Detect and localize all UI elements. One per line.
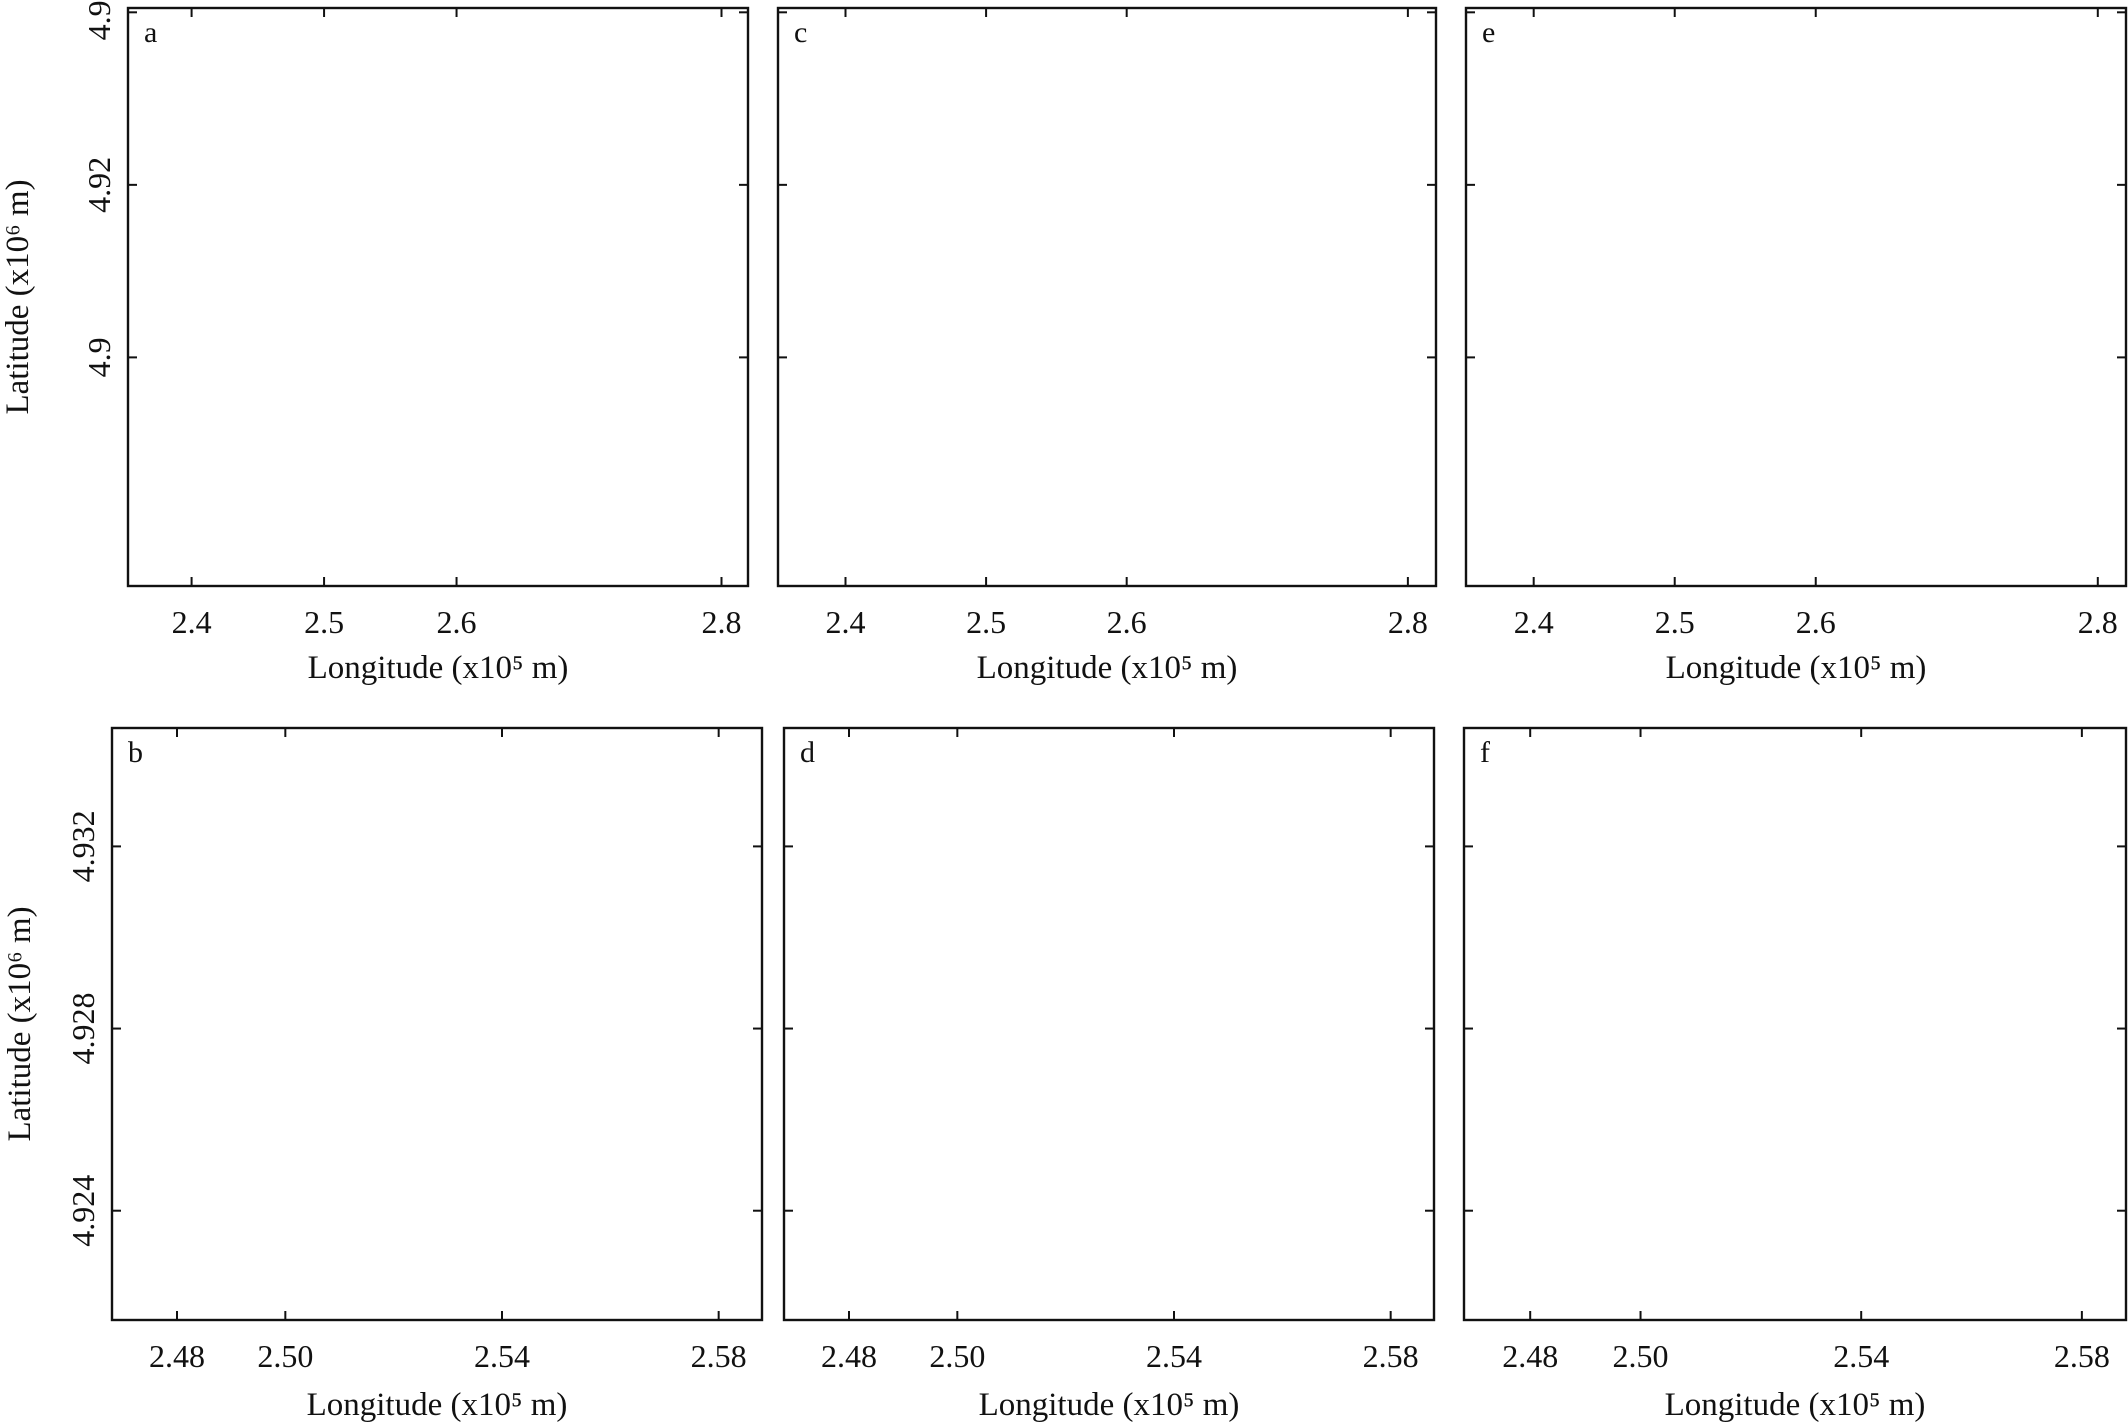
x-tick-label: 2.54: [1833, 1338, 1889, 1374]
x-tick-label: 2.8: [702, 604, 742, 640]
panel-c: Elevation (m)46010902.42.52.62.8Longitud…: [776, 6, 1438, 686]
y-tick-label: 4.94: [81, 0, 117, 40]
x-tick-label: 2.4: [172, 604, 212, 640]
x-tick-label: 2.8: [1388, 604, 1428, 640]
x-tick-label: 2.50: [1613, 1338, 1669, 1374]
x-tick-label: 2.6: [1107, 604, 1147, 640]
x-axis-label: Longitude (x10⁵ m): [1666, 650, 1927, 686]
x-tick-label: 2.58: [691, 1338, 747, 1374]
x-tick-label: 2.50: [257, 1338, 313, 1374]
y-tick-label: 4.92: [81, 157, 117, 213]
panel-letter: e: [1482, 16, 1495, 49]
x-tick-label: 2.8: [2078, 604, 2118, 640]
axes-frame: [1464, 6, 2128, 588]
x-axis-label: Longitude (x10⁵ m): [979, 1387, 1240, 1423]
x-tick-label: 2.5: [1655, 604, 1695, 640]
axes-frame: [126, 6, 750, 588]
axes-frame: [110, 726, 764, 1322]
panel-f: Thickness (m)0352.482.502.542.58Longitud…: [1462, 726, 2128, 1423]
panel-a: Elevation (m)46010902.42.52.62.84.94.924…: [0, 0, 750, 686]
y-tick-label: 4.924: [65, 1175, 101, 1247]
panel-letter: d: [800, 736, 815, 769]
x-tick-label: 2.5: [304, 604, 344, 640]
axes-frame: [782, 726, 1436, 1322]
x-tick-label: 2.5: [966, 604, 1006, 640]
x-tick-label: 2.6: [437, 604, 477, 640]
panel-letter: c: [794, 16, 807, 49]
x-tick-label: 2.54: [474, 1338, 530, 1374]
x-tick-label: 2.6: [1796, 604, 1836, 640]
x-tick-label: 2.50: [929, 1338, 985, 1374]
x-axis-label: Longitude (x10⁵ m): [1665, 1387, 1926, 1423]
x-tick-label: 2.4: [825, 604, 865, 640]
y-tick-label: 4.9: [81, 337, 117, 377]
x-axis-label: Longitude (x10⁵ m): [977, 650, 1238, 686]
x-axis-label: Longitude (x10⁵ m): [308, 650, 569, 686]
panel-b: Elevation (m)4326222.482.502.542.584.924…: [2, 726, 764, 1423]
y-axis-label: Latitude (x10⁶ m): [2, 906, 38, 1141]
panel-letter: a: [144, 16, 157, 49]
y-tick-label: 4.932: [65, 810, 101, 882]
panel-letter: f: [1480, 736, 1490, 769]
axes-frame: [776, 6, 1438, 588]
x-tick-label: 2.4: [1514, 604, 1554, 640]
panel-letter: b: [128, 736, 143, 769]
x-tick-label: 2.54: [1146, 1338, 1202, 1374]
y-tick-label: 4.928: [65, 993, 101, 1065]
x-axis-label: Longitude (x10⁵ m): [307, 1387, 568, 1423]
axes-frame: [1462, 726, 2128, 1322]
y-axis-label: Latitude (x10⁶ m): [0, 179, 36, 414]
x-tick-label: 2.48: [1502, 1338, 1558, 1374]
x-tick-label: 2.48: [821, 1338, 877, 1374]
panel-d: Elevation (m)4326222.482.502.542.58Longi…: [782, 726, 1436, 1423]
x-tick-label: 2.58: [2054, 1338, 2110, 1374]
x-tick-label: 2.48: [149, 1338, 205, 1374]
x-tick-label: 2.58: [1363, 1338, 1419, 1374]
